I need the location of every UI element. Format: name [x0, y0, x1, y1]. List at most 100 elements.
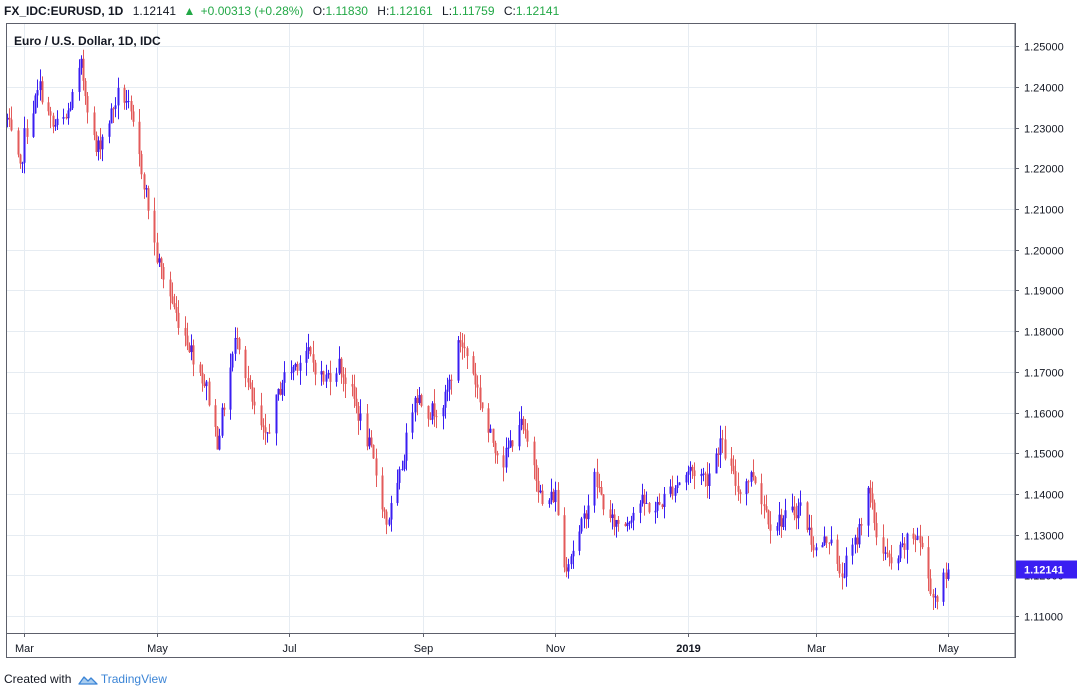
- price-tick-label: 1.22000: [1024, 164, 1064, 176]
- candle-down: [214, 405, 217, 427]
- candle-up: [843, 576, 846, 578]
- candle-down: [494, 442, 497, 454]
- candle-down: [19, 154, 22, 164]
- candle-down: [730, 458, 733, 466]
- candle-down: [344, 377, 347, 385]
- candle-up: [572, 550, 575, 557]
- chart-pane-border: [6, 23, 1016, 658]
- candle-down: [780, 514, 783, 528]
- candle-up: [719, 438, 722, 455]
- candle-down: [366, 413, 369, 447]
- candle-down: [351, 384, 354, 387]
- candle-down: [671, 486, 674, 496]
- tradingview-brand[interactable]: TradingView: [100, 672, 167, 686]
- candle-down: [463, 346, 466, 349]
- candle-down: [171, 296, 174, 304]
- candle-down: [537, 480, 540, 493]
- candle-down: [201, 372, 204, 384]
- candle-down: [609, 509, 612, 518]
- candle-up: [583, 513, 586, 519]
- candle-down: [732, 465, 735, 472]
- candle-down: [132, 111, 135, 122]
- candle-up: [669, 486, 672, 494]
- candle-up: [457, 340, 460, 381]
- candle-up: [229, 367, 232, 410]
- candle-down: [724, 439, 727, 459]
- last-price-tag-bg: [1016, 560, 1077, 579]
- candle-down: [936, 596, 939, 602]
- candle-up: [570, 556, 573, 565]
- candle-up: [290, 372, 293, 374]
- candle-down: [112, 108, 115, 110]
- price-tick-label: 1.21000: [1024, 205, 1064, 217]
- candle-up: [700, 473, 703, 477]
- candle-up: [39, 81, 42, 91]
- candle-down: [156, 242, 159, 263]
- candle-down: [147, 188, 150, 211]
- candle-up: [934, 596, 937, 598]
- candle-up: [580, 518, 583, 532]
- candle-up: [97, 140, 100, 152]
- candle-down: [130, 101, 133, 112]
- close-label: C:: [503, 4, 516, 18]
- candle-down: [173, 303, 176, 307]
- candle-up: [654, 510, 657, 513]
- symbol-label[interactable]: FX_IDC:EURUSD, 1D: [4, 4, 124, 18]
- candle-down: [871, 493, 874, 503]
- candle-down: [208, 381, 211, 406]
- time-tick-label: 2019: [676, 643, 700, 655]
- candle-up: [899, 544, 902, 559]
- candle-down: [188, 345, 191, 353]
- candle-down: [598, 487, 601, 489]
- candle-up: [715, 453, 718, 474]
- candle-down: [658, 502, 661, 505]
- candle-up: [145, 188, 148, 190]
- candle-down: [99, 140, 102, 150]
- candle-down: [10, 119, 13, 131]
- candle-down: [914, 538, 917, 540]
- candle-up: [158, 258, 161, 263]
- candle-down: [945, 572, 948, 579]
- candle-down: [435, 416, 438, 418]
- candle-up: [708, 473, 711, 486]
- candle-down: [385, 511, 388, 525]
- candle-up: [656, 502, 659, 511]
- candle-down: [95, 135, 98, 152]
- candle-up: [663, 493, 666, 507]
- time-axis[interactable]: Mar May Jul Sep Nov 2019 Mar May: [7, 633, 1015, 655]
- candlestick-series: [6, 49, 950, 610]
- tradingview-logo-icon[interactable]: [78, 674, 98, 686]
- candle-up: [32, 113, 35, 137]
- price-tick-label: 1.19000: [1024, 286, 1064, 298]
- candle-down: [929, 578, 932, 594]
- candle-down: [8, 117, 11, 120]
- candle-up: [327, 373, 330, 375]
- candle-down: [244, 349, 247, 379]
- candle-down: [199, 364, 202, 373]
- candle-down: [223, 407, 226, 410]
- candle-down: [600, 487, 603, 495]
- candle-up: [520, 418, 523, 426]
- candle-down: [522, 418, 525, 430]
- candle-up: [277, 388, 280, 395]
- candle-down: [472, 356, 475, 374]
- candle-down: [84, 80, 87, 97]
- candle-up: [446, 389, 449, 392]
- candle-down: [461, 342, 464, 347]
- last-price-tag-label: 1.12141: [1024, 564, 1064, 576]
- time-tick-label: May: [938, 643, 959, 655]
- candle-down: [661, 504, 664, 507]
- candle-up: [71, 91, 74, 109]
- created-with-text: Created with: [4, 672, 72, 686]
- candle-up: [782, 518, 785, 528]
- candle-up: [218, 435, 221, 450]
- candle-down: [769, 524, 772, 531]
- candle-down: [476, 384, 479, 388]
- candle-up: [294, 363, 297, 367]
- candle-up: [398, 469, 401, 483]
- candle-up: [34, 95, 37, 114]
- candle-up: [431, 403, 434, 420]
- candle-down: [192, 345, 195, 365]
- candle-up: [539, 490, 542, 493]
